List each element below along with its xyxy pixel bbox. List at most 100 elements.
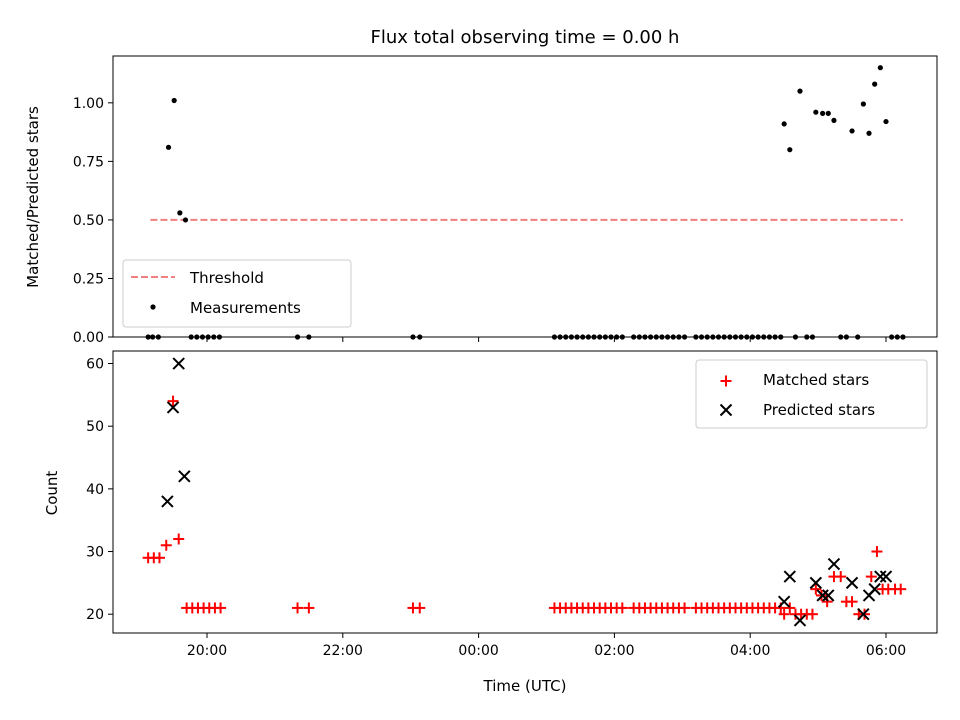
measurement-point bbox=[177, 210, 183, 216]
legend-threshold-label: Threshold bbox=[189, 269, 264, 287]
predicted-point bbox=[874, 570, 887, 583]
x-tick-label: 22:00 bbox=[323, 643, 363, 659]
bottom-y-tick-label: 50 bbox=[86, 419, 104, 435]
predicted-point bbox=[783, 570, 797, 583]
top-legend: Threshold Measurements bbox=[122, 259, 352, 328]
bottom-y-tick-label: 20 bbox=[86, 607, 104, 623]
predicted-point bbox=[161, 495, 174, 508]
predicted-point-b bbox=[161, 495, 174, 508]
bottom-legend: Matched stars Predicted stars bbox=[695, 359, 928, 429]
figure-title: Flux total observing time = 0.00 h bbox=[371, 27, 680, 48]
matched-point bbox=[846, 596, 858, 608]
predicted-point-b bbox=[845, 576, 859, 590]
predicted-point bbox=[777, 595, 791, 608]
matched-point bbox=[821, 596, 833, 608]
legend-predicted-label: Predicted stars bbox=[763, 401, 875, 419]
predicted-point bbox=[879, 570, 893, 583]
top-y-tick-label: 0.75 bbox=[73, 154, 104, 170]
predicted-point bbox=[166, 401, 180, 414]
top-y-axis-label: Matched/Predicted stars bbox=[24, 106, 42, 288]
predicted-point bbox=[816, 589, 829, 602]
bottom-legend-box bbox=[695, 359, 928, 429]
matched-point bbox=[784, 602, 796, 614]
predicted-point bbox=[857, 607, 870, 621]
x-tick-label: 04:00 bbox=[730, 643, 770, 659]
predicted-point-b bbox=[178, 470, 191, 483]
predicted-point-b bbox=[827, 557, 841, 571]
predicted-point-b bbox=[783, 570, 797, 583]
measurement-point bbox=[820, 110, 826, 116]
matched-point bbox=[414, 602, 426, 614]
top-y-tick-label: 0.50 bbox=[73, 213, 104, 229]
measurement-point bbox=[866, 130, 872, 136]
measurement-point bbox=[781, 121, 787, 127]
matched-point bbox=[871, 546, 883, 558]
measurement-point bbox=[872, 81, 878, 87]
predicted-point-b bbox=[822, 589, 835, 602]
top-y-tick-label: 0.25 bbox=[73, 271, 104, 287]
matched-point bbox=[679, 602, 691, 614]
measurement-point bbox=[877, 65, 883, 71]
top-legend-box bbox=[122, 259, 352, 328]
predicted-point-b bbox=[793, 614, 807, 627]
legend-predicted-swatch-b bbox=[719, 403, 733, 417]
matched-point bbox=[895, 583, 907, 595]
legend-matched-swatch bbox=[720, 375, 732, 387]
measurement-point bbox=[165, 144, 172, 150]
predicted-point bbox=[827, 557, 841, 571]
matched-point bbox=[810, 583, 822, 595]
matched-point bbox=[616, 602, 628, 614]
measurement-point bbox=[171, 97, 177, 104]
measurement-point bbox=[182, 217, 189, 223]
matched-point bbox=[160, 539, 172, 551]
predicted-point bbox=[172, 357, 185, 370]
measurement-point bbox=[860, 101, 866, 107]
bottom-y-tick-label: 60 bbox=[86, 357, 104, 373]
predicted-point-b bbox=[777, 595, 791, 608]
predicted-point bbox=[845, 576, 859, 590]
legend-measurements-label: Measurements bbox=[190, 299, 301, 317]
matched-point bbox=[835, 571, 847, 583]
matched-point bbox=[778, 608, 790, 620]
matched-point bbox=[303, 602, 315, 614]
matched-point bbox=[806, 608, 818, 620]
predicted-point bbox=[868, 582, 881, 596]
legend-matched-label: Matched stars bbox=[763, 371, 869, 389]
measurement-point bbox=[813, 109, 819, 115]
measurement-point bbox=[787, 147, 793, 153]
bottom-y-tick-label: 40 bbox=[86, 482, 104, 498]
measurement-point bbox=[831, 117, 837, 123]
bottom-axes-frame bbox=[112, 350, 938, 634]
x-axis-label: Time (UTC) bbox=[483, 677, 567, 695]
x-tick-label: 02:00 bbox=[594, 643, 634, 659]
matched-point bbox=[173, 533, 185, 545]
predicted-point bbox=[793, 614, 807, 627]
predicted-point-b bbox=[857, 607, 870, 621]
matched-point bbox=[167, 395, 179, 407]
predicted-point-b bbox=[868, 582, 881, 596]
predicted-point bbox=[822, 589, 835, 602]
measurement-point bbox=[825, 110, 831, 116]
x-tick-label: 20:00 bbox=[187, 643, 227, 659]
measurement-point bbox=[883, 118, 889, 125]
x-tick-label: 06:00 bbox=[866, 643, 906, 659]
top-y-tick-label: 0.00 bbox=[73, 330, 104, 346]
predicted-point-b bbox=[172, 357, 185, 370]
predicted-point-b bbox=[874, 570, 887, 583]
x-tick-label: 00:00 bbox=[458, 643, 498, 659]
bottom-y-tick-label: 30 bbox=[86, 545, 104, 561]
top-y-tick-label: 1.00 bbox=[73, 96, 104, 112]
matched-point bbox=[215, 602, 227, 614]
predicted-point bbox=[178, 470, 191, 483]
predicted-point-b bbox=[809, 576, 823, 590]
bottom-subplot: 20 30 40 50 60 20:00 22:00 00:00 02:00 04:00 06:00… bbox=[86, 350, 938, 659]
top-axes-frame bbox=[112, 55, 938, 338]
predicted-point-b bbox=[879, 570, 893, 583]
legend-predicted-swatch bbox=[719, 403, 733, 417]
measurement-point bbox=[849, 128, 855, 134]
predicted-point-b bbox=[816, 589, 829, 602]
measurement-point bbox=[797, 88, 803, 94]
matched-point bbox=[292, 602, 304, 614]
predicted-point-b bbox=[166, 401, 180, 414]
